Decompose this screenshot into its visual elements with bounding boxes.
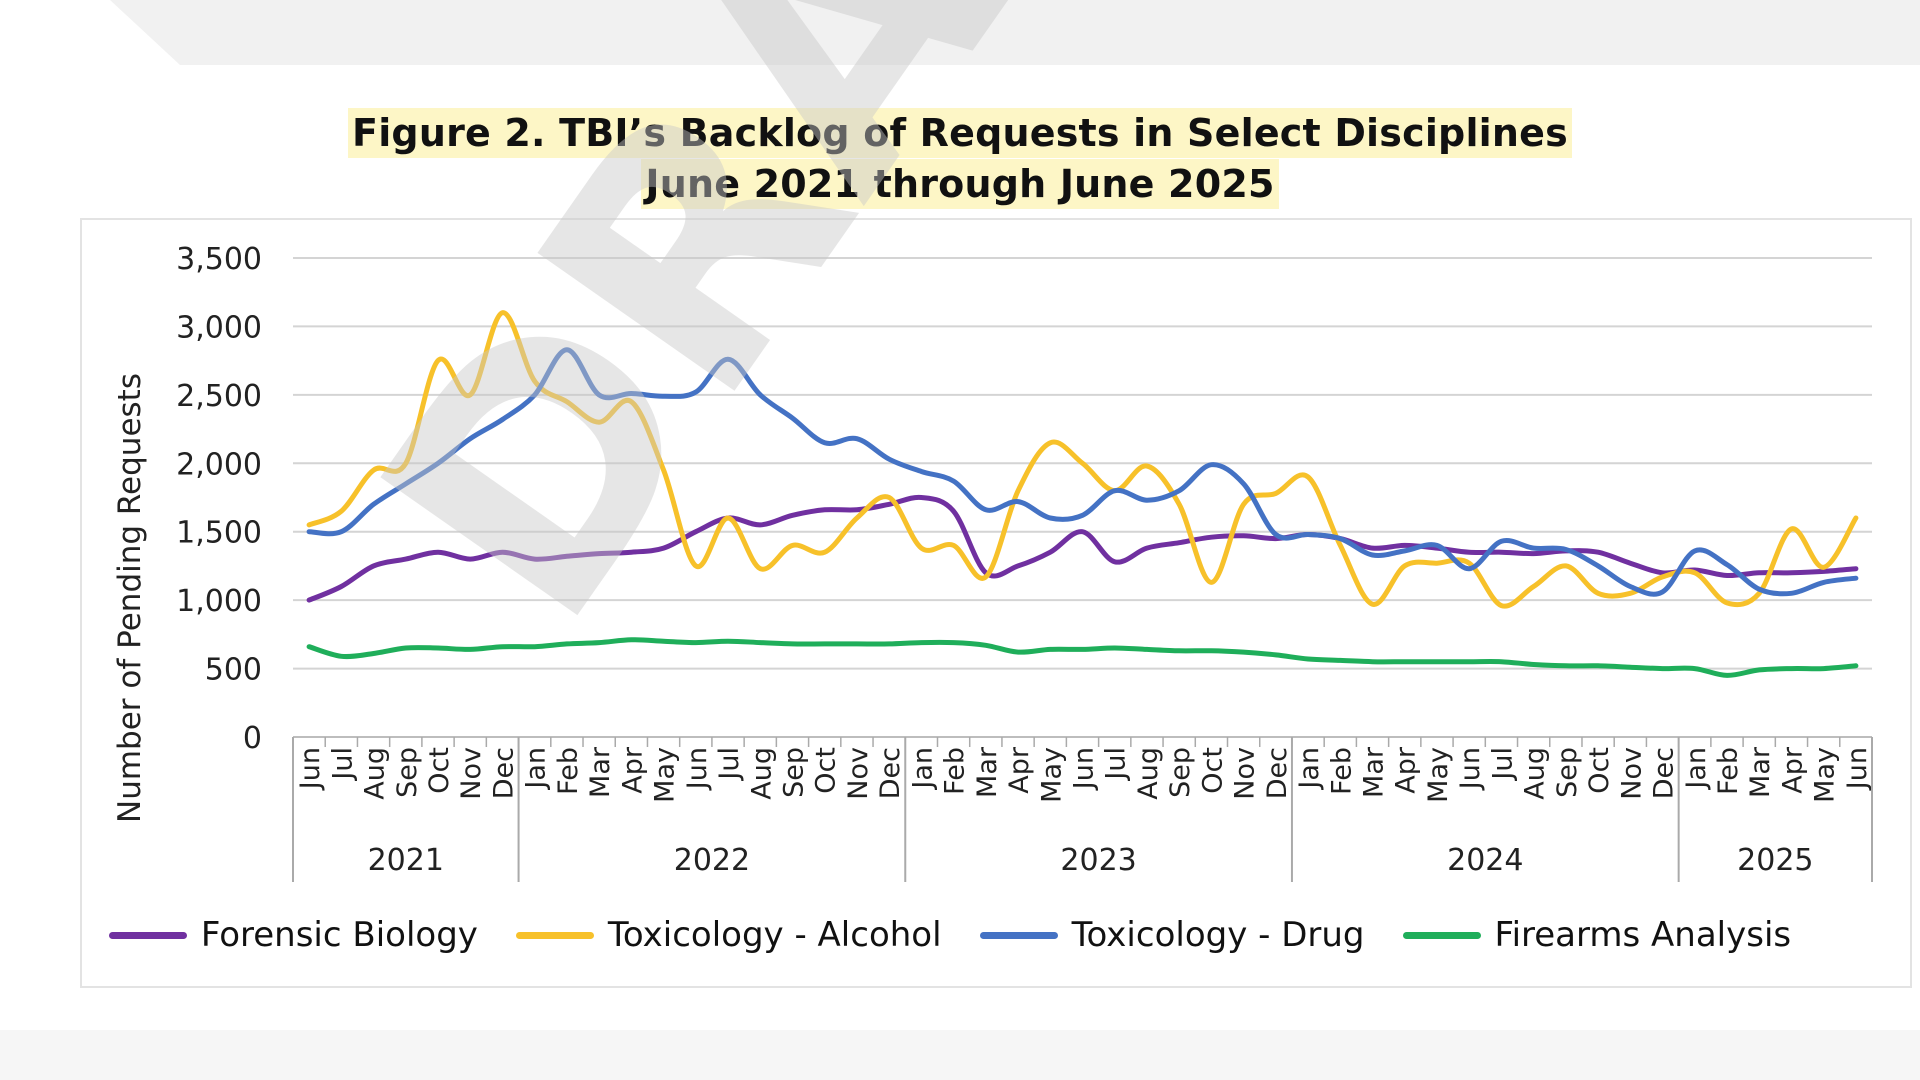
chart-legend: Forensic Biology Toxicology - Alcohol Toxi… bbox=[0, 910, 1920, 960]
x-tick-label: Apr bbox=[1777, 746, 1808, 794]
y-tick-label: 500 bbox=[205, 653, 262, 688]
series-line-forensic-biology bbox=[306, 494, 1859, 603]
series-line-toxicology-drug bbox=[306, 347, 1859, 597]
legend-swatch bbox=[1402, 931, 1481, 939]
legend-item-toxicology-drug: Toxicology - Drug bbox=[979, 915, 1365, 955]
x-tick-label: Mar bbox=[1359, 746, 1390, 798]
x-tick-label: Aug bbox=[360, 747, 391, 800]
year-label-2025: 2025 bbox=[1737, 843, 1813, 878]
x-tick-label: Dec bbox=[1649, 747, 1680, 799]
x-tick-label: May bbox=[1423, 747, 1454, 803]
x-tick-label: Apr bbox=[1391, 746, 1422, 794]
x-tick-label: Jun bbox=[682, 747, 713, 791]
x-tick-label: Feb bbox=[553, 747, 584, 795]
x-tick-label: Nov bbox=[456, 747, 487, 800]
x-tick-label: Nov bbox=[1230, 747, 1261, 800]
x-tick-label: Mar bbox=[585, 746, 616, 798]
figure-title-line1: Figure 2. TBI’s Backlog of Requests in S… bbox=[348, 108, 1572, 158]
x-tick-label: Feb bbox=[1326, 747, 1357, 795]
x-tick-label: Jan bbox=[1294, 747, 1325, 791]
figure-title: Figure 2. TBI’s Backlog of Requests in S… bbox=[0, 108, 1920, 210]
x-tick-label: Aug bbox=[1133, 747, 1164, 800]
legend-label: Forensic Biology bbox=[200, 915, 478, 955]
legend-swatch bbox=[515, 931, 594, 939]
x-tick-label: Nov bbox=[1616, 747, 1647, 800]
x-tick-label: Sep bbox=[392, 747, 423, 798]
chart-frame bbox=[80, 218, 1912, 988]
x-tick-label: Oct bbox=[1197, 747, 1228, 794]
year-label-2021: 2021 bbox=[368, 843, 444, 878]
x-tick-label: Oct bbox=[424, 747, 455, 794]
y-tick-label: 1,500 bbox=[176, 516, 262, 551]
x-tick-label: Oct bbox=[1584, 747, 1615, 794]
x-tick-label: Dec bbox=[1262, 747, 1293, 799]
x-tick-label: May bbox=[650, 747, 681, 803]
x-tick-label: Oct bbox=[811, 747, 842, 794]
x-tick-label: Jun bbox=[1069, 747, 1100, 791]
x-tick-label: Aug bbox=[746, 747, 777, 800]
x-tick-label: Mar bbox=[1745, 746, 1776, 798]
legend-item-toxicology-alcohol: Toxicology - Alcohol bbox=[515, 915, 942, 955]
x-axis: Jun Jul Aug Sep Oct Nov Dec Jan Feb Mar Apr May Jun J… bbox=[292, 737, 1873, 882]
legend-item-firearms-analysis: Firearms Analysis bbox=[1402, 915, 1792, 955]
x-tick-label: Jul bbox=[1101, 747, 1132, 782]
x-tick-label: Feb bbox=[1713, 747, 1744, 795]
figure-title-line2: June 2021 through June 2025 bbox=[641, 159, 1279, 209]
legend-item-forensic-biology: Forensic Biology bbox=[108, 915, 478, 955]
legend-label: Firearms Analysis bbox=[1494, 915, 1792, 955]
x-tick-label: Jan bbox=[1681, 747, 1712, 791]
series-lines bbox=[306, 310, 1859, 678]
y-tick-label: 1,000 bbox=[176, 584, 262, 619]
series-line-toxicology-alcohol bbox=[306, 310, 1859, 609]
legend-label: Toxicology - Alcohol bbox=[607, 915, 942, 955]
y-tick-label: 3,500 bbox=[176, 242, 262, 277]
x-tick-label: Dec bbox=[488, 747, 519, 799]
x-tick-label: Mar bbox=[972, 746, 1003, 798]
x-tick-label: Apr bbox=[617, 746, 648, 794]
y-tick-label: 0 bbox=[243, 721, 262, 756]
x-tick-label: Jul bbox=[327, 747, 358, 782]
x-tick-label: Apr bbox=[1004, 746, 1035, 794]
x-tick-label: Jun bbox=[295, 747, 326, 791]
year-label-2024: 2024 bbox=[1447, 843, 1523, 878]
series-line-firearms-analysis bbox=[306, 637, 1859, 678]
legend-swatch bbox=[979, 931, 1058, 939]
x-tick-label: Jul bbox=[1487, 747, 1518, 782]
x-tick-label: Sep bbox=[778, 747, 809, 798]
year-label-2022: 2022 bbox=[674, 843, 750, 878]
x-tick-label: Jul bbox=[714, 747, 745, 782]
x-tick-label: May bbox=[1810, 747, 1841, 803]
y-tick-label: 3,000 bbox=[176, 310, 262, 345]
y-axis-label: Number of Pending Requests bbox=[112, 373, 148, 823]
x-tick-label: Aug bbox=[1520, 747, 1551, 800]
year-label-2023: 2023 bbox=[1060, 843, 1136, 878]
y-tick-label: 2,000 bbox=[176, 447, 262, 482]
x-tick-label: May bbox=[1036, 747, 1067, 803]
x-tick-label: Jan bbox=[521, 747, 552, 791]
x-tick-label: Nov bbox=[843, 747, 874, 800]
y-axis-ticks: 0 500 1,000 1,500 2,000 2,500 3,000 3,500 bbox=[176, 242, 262, 756]
legend-label: Toxicology - Drug bbox=[1071, 915, 1365, 955]
x-tick-label: Jun bbox=[1842, 747, 1873, 791]
legend-swatch bbox=[108, 931, 187, 939]
x-tick-label: Sep bbox=[1552, 747, 1583, 798]
x-tick-label: Dec bbox=[875, 747, 906, 799]
x-tick-label: Sep bbox=[1165, 747, 1196, 798]
x-tick-label: Feb bbox=[940, 747, 971, 795]
x-tick-label: Jun bbox=[1455, 747, 1486, 791]
y-tick-label: 2,500 bbox=[176, 379, 262, 414]
x-tick-label: Jan bbox=[907, 747, 938, 791]
